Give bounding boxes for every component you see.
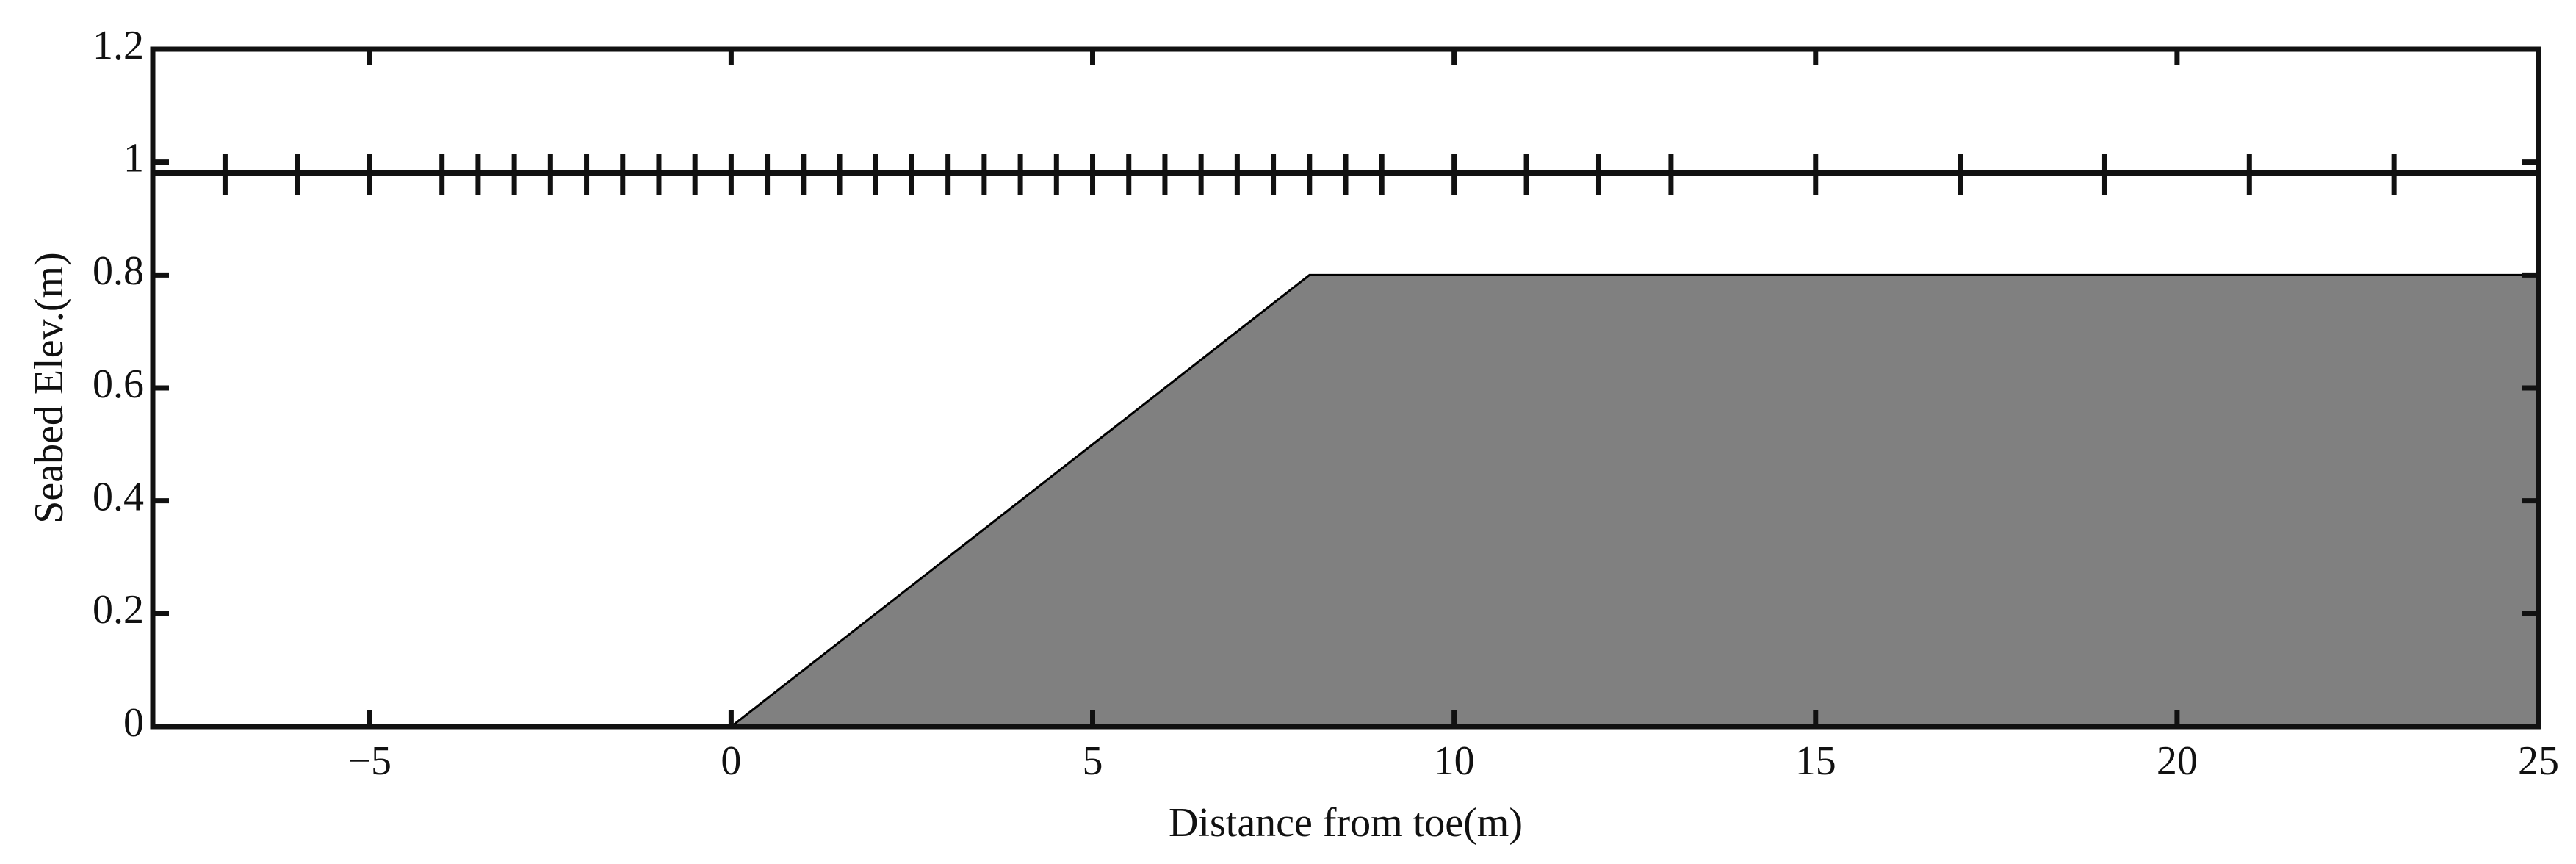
y-tick-label: 0.8 — [93, 248, 144, 294]
x-tick-label: 0 — [721, 738, 741, 784]
y-tick-label: 0.6 — [93, 361, 144, 407]
x-tick-label: 5 — [1083, 738, 1103, 784]
seabed-area — [153, 273, 2540, 728]
y-tick-label: 1 — [123, 136, 144, 181]
x-tick-label: 20 — [2157, 738, 2198, 784]
x-axis-label: Distance from toe(m) — [1169, 800, 1523, 846]
x-tick-label: 10 — [1434, 738, 1475, 784]
y-tick-label: 0.2 — [93, 587, 144, 633]
x-tick-label: −5 — [347, 738, 392, 784]
y-tick-label: 1.2 — [93, 23, 144, 68]
x-tick-label: 25 — [2518, 738, 2559, 784]
x-tick-label: 15 — [1795, 738, 1836, 784]
y-tick-label: 0.4 — [93, 475, 144, 520]
y-tick-label: 0 — [123, 700, 144, 746]
y-axis-label: Seabed Elev.(m) — [26, 252, 72, 524]
